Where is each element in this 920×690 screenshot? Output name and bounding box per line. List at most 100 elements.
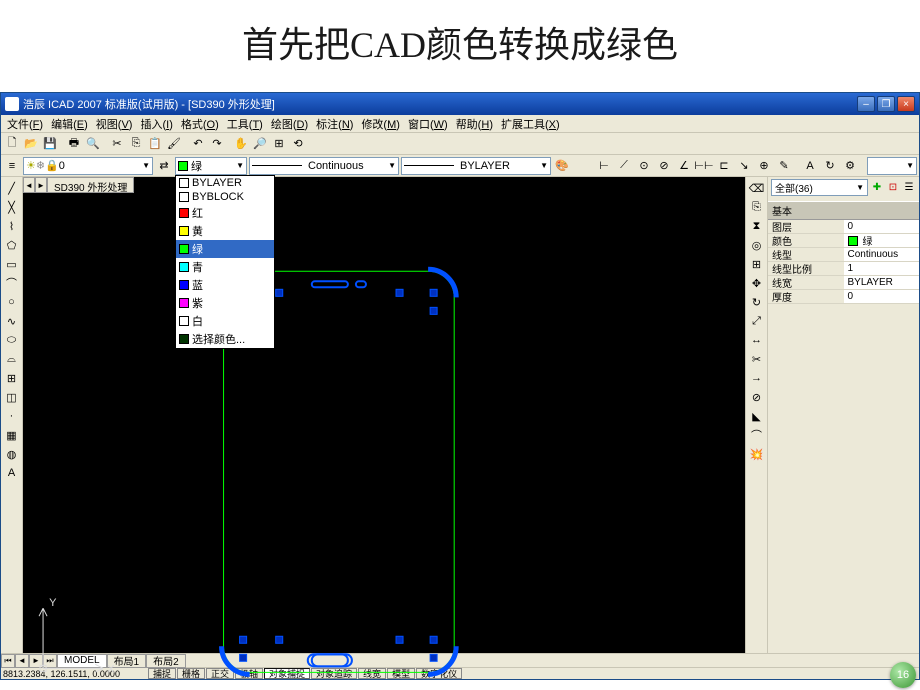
lineweight-dropdown[interactable]: BYLAYER ▼ bbox=[401, 157, 551, 175]
menu-n[interactable]: 标注(N) bbox=[312, 115, 357, 133]
menu-m[interactable]: 修改(M) bbox=[357, 115, 404, 133]
color-tool-button[interactable]: 🎨 bbox=[553, 157, 571, 175]
zoom-previous-button[interactable]: ⟲ bbox=[289, 135, 307, 153]
tab-scroll-right[interactable]: ► bbox=[35, 177, 47, 193]
layer-manager-button[interactable]: ≡ bbox=[3, 157, 21, 175]
offset-tool[interactable]: ◎ bbox=[748, 236, 766, 254]
dim-leader-button[interactable]: ↘ bbox=[735, 157, 753, 175]
explode-tool[interactable]: 💥 bbox=[748, 445, 766, 463]
drawing-canvas[interactable]: ◄ ► SD390 外形处理 YX bbox=[23, 177, 745, 653]
linetype-dropdown[interactable]: Continuous ▼ bbox=[249, 157, 399, 175]
print-button[interactable]: 🖶 bbox=[65, 135, 83, 153]
menu-x[interactable]: 扩展工具(X) bbox=[497, 115, 564, 133]
dim-radius-button[interactable]: ⊙ bbox=[635, 157, 653, 175]
dim-edit-button[interactable]: ✎ bbox=[775, 157, 793, 175]
move-tool[interactable]: ✥ bbox=[748, 274, 766, 292]
chamfer-tool[interactable]: ◣ bbox=[748, 407, 766, 425]
close-button[interactable]: × bbox=[897, 96, 915, 112]
menu-i[interactable]: 插入(I) bbox=[136, 115, 176, 133]
color-option[interactable]: 选择颜色... bbox=[176, 330, 274, 348]
text-tool[interactable]: A bbox=[3, 464, 21, 482]
new-file-button[interactable]: 🗋 bbox=[3, 135, 21, 153]
color-option[interactable]: BYBLOCK bbox=[176, 190, 274, 204]
select-objects-button[interactable]: ⊡ bbox=[886, 180, 900, 194]
dim-angular-button[interactable]: ∠ bbox=[675, 157, 693, 175]
break-tool[interactable]: ⊘ bbox=[748, 388, 766, 406]
paste-button[interactable]: 📋 bbox=[146, 135, 164, 153]
erase-tool[interactable]: ⌫ bbox=[748, 179, 766, 197]
region-tool[interactable]: ◍ bbox=[3, 445, 21, 463]
extend-tool[interactable]: → bbox=[748, 369, 766, 387]
property-row[interactable]: 线型Continuous bbox=[768, 248, 919, 262]
menu-e[interactable]: 编辑(E) bbox=[47, 115, 92, 133]
color-dropdown[interactable]: 绿 ▼ BYLAYERBYBLOCK红黄绿青蓝紫白选择颜色... bbox=[175, 157, 247, 175]
hatch-tool[interactable]: ▦ bbox=[3, 426, 21, 444]
property-row[interactable]: 线宽BYLAYER bbox=[768, 276, 919, 290]
layer-dropdown[interactable]: ☀❄🔒 0 ▼ bbox=[23, 157, 153, 175]
quick-select-button[interactable]: ✚ bbox=[870, 180, 884, 194]
menu-o[interactable]: 格式(O) bbox=[177, 115, 223, 133]
minimize-button[interactable]: – bbox=[857, 96, 875, 112]
polyline-tool[interactable]: ⌇ bbox=[3, 217, 21, 235]
maximize-button[interactable]: ❐ bbox=[877, 96, 895, 112]
menu-d[interactable]: 绘图(D) bbox=[267, 115, 312, 133]
circle-tool[interactable]: ○ bbox=[3, 293, 21, 311]
insert-block-tool[interactable]: ⊞ bbox=[3, 369, 21, 387]
menu-v[interactable]: 视图(V) bbox=[92, 115, 137, 133]
cut-button[interactable]: ✂ bbox=[108, 135, 126, 153]
tab-scroll-left[interactable]: ◄ bbox=[23, 177, 35, 193]
make-block-tool[interactable]: ◫ bbox=[3, 388, 21, 406]
rotate-tool[interactable]: ↻ bbox=[748, 293, 766, 311]
fillet-tool[interactable]: ⌒ bbox=[748, 426, 766, 444]
zoom-window-button[interactable]: ⊞ bbox=[270, 135, 288, 153]
zoom-realtime-button[interactable]: 🔎 bbox=[251, 135, 269, 153]
copy-button[interactable]: ⎘ bbox=[127, 135, 145, 153]
ellipse-tool[interactable]: ⬭ bbox=[3, 331, 21, 349]
menu-w[interactable]: 窗口(W) bbox=[404, 115, 452, 133]
property-row[interactable]: 颜色绿 bbox=[768, 234, 919, 248]
menu-t[interactable]: 工具(T) bbox=[223, 115, 267, 133]
tab-first[interactable]: ⏮ bbox=[1, 654, 15, 668]
ellipse-arc-tool[interactable]: ⌓ bbox=[3, 350, 21, 368]
line-tool[interactable]: ╱ bbox=[3, 179, 21, 197]
layer-previous-button[interactable]: ⇄ bbox=[155, 157, 173, 175]
menu-f[interactable]: 文件(F) bbox=[3, 115, 47, 133]
stretch-tool[interactable]: ↔ bbox=[748, 331, 766, 349]
arc-tool[interactable]: ⌒ bbox=[3, 274, 21, 292]
copy-tool[interactable]: ⎘ bbox=[748, 198, 766, 216]
drawing-tab[interactable]: SD390 外形处理 bbox=[47, 177, 134, 193]
dim-update-button[interactable]: ↻ bbox=[821, 157, 839, 175]
scale-tool[interactable]: ⤢ bbox=[748, 312, 766, 330]
array-tool[interactable]: ⊞ bbox=[748, 255, 766, 273]
menu-h[interactable]: 帮助(H) bbox=[452, 115, 497, 133]
property-row[interactable]: 线型比例1 bbox=[768, 262, 919, 276]
property-row[interactable]: 图层0 bbox=[768, 220, 919, 234]
dim-diameter-button[interactable]: ⊘ bbox=[655, 157, 673, 175]
dim-style-button[interactable]: A bbox=[801, 157, 819, 175]
xline-tool[interactable]: ╳ bbox=[3, 198, 21, 216]
mirror-tool[interactable]: ⧗ bbox=[748, 217, 766, 235]
open-file-button[interactable]: 📂 bbox=[22, 135, 40, 153]
polygon-tool[interactable]: ⬠ bbox=[3, 236, 21, 254]
redo-button[interactable]: ↷ bbox=[208, 135, 226, 153]
match-button[interactable]: 🖌 bbox=[165, 135, 183, 153]
color-option[interactable]: BYLAYER bbox=[176, 176, 274, 190]
preview-button[interactable]: 🔍 bbox=[84, 135, 102, 153]
trim-tool[interactable]: ✂ bbox=[748, 350, 766, 368]
tolerance-button[interactable]: ⊕ bbox=[755, 157, 773, 175]
color-option[interactable]: 绿 bbox=[176, 240, 274, 258]
color-option[interactable]: 黄 bbox=[176, 222, 274, 240]
dim-override-button[interactable]: ⚙ bbox=[841, 157, 859, 175]
dim-style-dropdown[interactable]: ▼ bbox=[867, 157, 917, 175]
color-option[interactable]: 白 bbox=[176, 312, 274, 330]
pan-button[interactable]: ✋ bbox=[232, 135, 250, 153]
save-button[interactable]: 💾 bbox=[41, 135, 59, 153]
spline-tool[interactable]: ∿ bbox=[3, 312, 21, 330]
dim-baseline-button[interactable]: ⊏ bbox=[715, 157, 733, 175]
color-option[interactable]: 紫 bbox=[176, 294, 274, 312]
dim-aligned-button[interactable]: ⟋ bbox=[615, 157, 633, 175]
color-option[interactable]: 蓝 bbox=[176, 276, 274, 294]
color-option[interactable]: 红 bbox=[176, 204, 274, 222]
property-row[interactable]: 厚度0 bbox=[768, 290, 919, 304]
dim-linear-button[interactable]: ⊢ bbox=[595, 157, 613, 175]
